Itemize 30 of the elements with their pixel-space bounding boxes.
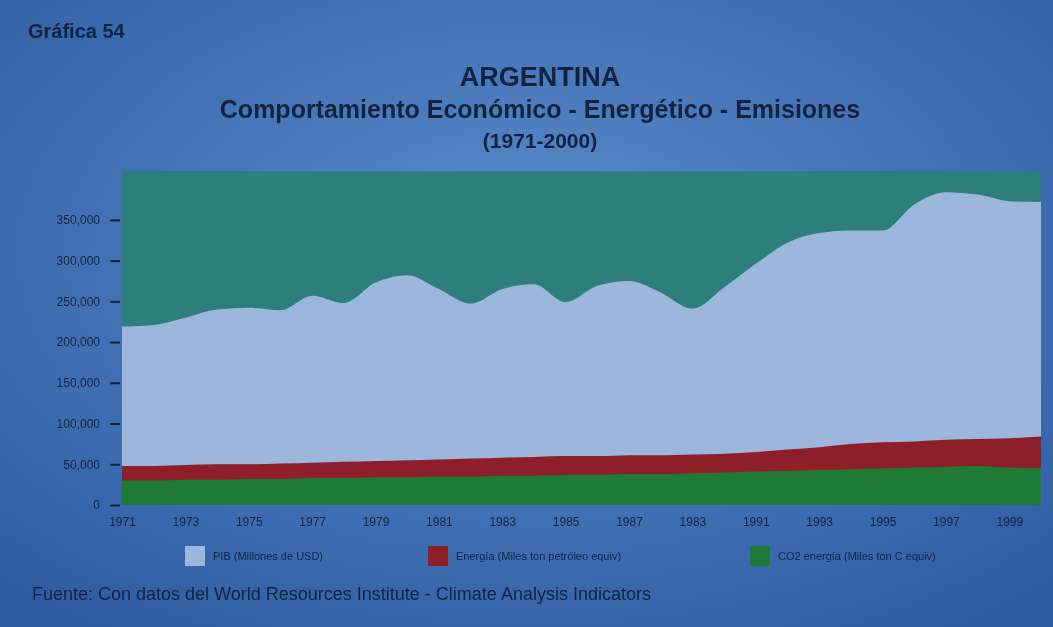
x-tick-label: 1997 (933, 514, 961, 529)
y-tick-label: 50,000 (63, 457, 101, 472)
chart-title: ARGENTINA (459, 62, 621, 92)
text: Gráfica 54 (28, 20, 126, 42)
x-tick-label: 1995 (869, 514, 897, 529)
x-tick-label: 1977 (299, 514, 327, 529)
source-note: Fuente: Con datos del World Resources Institute - Climate Analysis Indicators (32, 584, 651, 604)
x-tick-label: 1981 (426, 514, 454, 529)
y-tick-label: 250,000 (56, 294, 101, 309)
x-tick-label: 1987 (616, 514, 644, 529)
y-tick-label: 150,000 (56, 376, 101, 391)
legend-label: PIB (Millones de USD) (213, 550, 324, 562)
x-tick-label: 1993 (806, 514, 834, 529)
y-tick-label: 350,000 (56, 213, 101, 228)
x-tick-label: 1983 (679, 514, 707, 529)
chart-subtitle: Comportamiento Económico - Energético - Emisiones (1971-2000) (219, 95, 861, 152)
x-tick-label: 1971 (109, 514, 137, 529)
x-tick-label: 1973 (172, 514, 200, 529)
x-tick-label: 1979 (362, 514, 390, 529)
x-tick-label: 1985 (552, 514, 580, 529)
legend-label: CO2 energía (Miles ton C equiv) (778, 550, 936, 562)
y-tick-label: 200,000 (56, 335, 101, 350)
y-tick-label: 300,000 (56, 253, 101, 268)
y-tick-label: 0 (93, 498, 101, 513)
legend-label: Energía (Miles ton petróleo equiv) (456, 550, 622, 562)
x-tick-label: 1999 (996, 514, 1024, 529)
x-tick-label: 1991 (742, 514, 770, 529)
x-tick-label: 1975 (235, 514, 263, 529)
y-tick-label: 100,000 (56, 416, 101, 431)
x-tick-label: 1983 (489, 514, 517, 529)
